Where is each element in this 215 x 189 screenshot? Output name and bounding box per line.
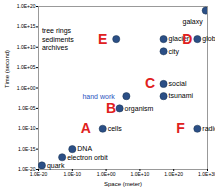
svg-text:C: C xyxy=(145,75,155,91)
svg-text:Time (second): Time (second) xyxy=(4,50,10,88)
svg-text:city: city xyxy=(169,48,180,56)
svg-text:hand work: hand work xyxy=(82,93,115,100)
svg-text:1.0E+05: 1.0E+05 xyxy=(17,64,36,70)
svg-text:1.0E-15: 1.0E-15 xyxy=(18,146,36,152)
svg-text:social: social xyxy=(169,80,187,87)
svg-text:E: E xyxy=(98,31,107,47)
svg-text:cells: cells xyxy=(108,125,123,132)
svg-text:tree ringssedimentsarchives: tree ringssedimentsarchives xyxy=(42,27,74,51)
svg-text:1.0E+00: 1.0E+00 xyxy=(97,171,116,177)
svg-text:Space (meter): Space (meter) xyxy=(104,181,142,187)
svg-text:1.0E+00: 1.0E+00 xyxy=(17,85,36,91)
svg-text:1.0E-20: 1.0E-20 xyxy=(29,171,48,178)
svg-text:D: D xyxy=(182,31,192,47)
svg-text:1.0E+20: 1.0E+20 xyxy=(17,3,36,9)
svg-text:A: A xyxy=(81,120,91,136)
svg-text:1.0E-05: 1.0E-05 xyxy=(18,105,36,111)
svg-text:radio: radio xyxy=(202,125,215,132)
svg-text:1.0E+20: 1.0E+20 xyxy=(164,171,183,177)
svg-text:1.0E+15: 1.0E+15 xyxy=(17,23,36,29)
svg-text:electron orbit: electron orbit xyxy=(67,154,108,161)
svg-text:glacier: glacier xyxy=(168,35,190,43)
svg-text:global: global xyxy=(202,35,215,43)
svg-text:galaxy: galaxy xyxy=(182,18,203,26)
svg-text:tsunami: tsunami xyxy=(169,92,194,99)
svg-text:1.0E-20: 1.0E-20 xyxy=(18,166,36,172)
svg-text:1.0E-10: 1.0E-10 xyxy=(18,125,36,131)
svg-text:F: F xyxy=(176,120,185,136)
svg-text:B: B xyxy=(106,100,116,116)
svg-text:organism: organism xyxy=(125,105,154,113)
svg-text:DNA: DNA xyxy=(77,145,92,152)
svg-text:1.0E+10: 1.0E+10 xyxy=(131,171,150,177)
svg-text:1.0E-10: 1.0E-10 xyxy=(64,171,82,177)
svg-text:1.0E+30: 1.0E+30 xyxy=(198,171,215,177)
svg-text:quark: quark xyxy=(47,162,65,170)
svg-text:1.0E+10: 1.0E+10 xyxy=(17,44,36,50)
